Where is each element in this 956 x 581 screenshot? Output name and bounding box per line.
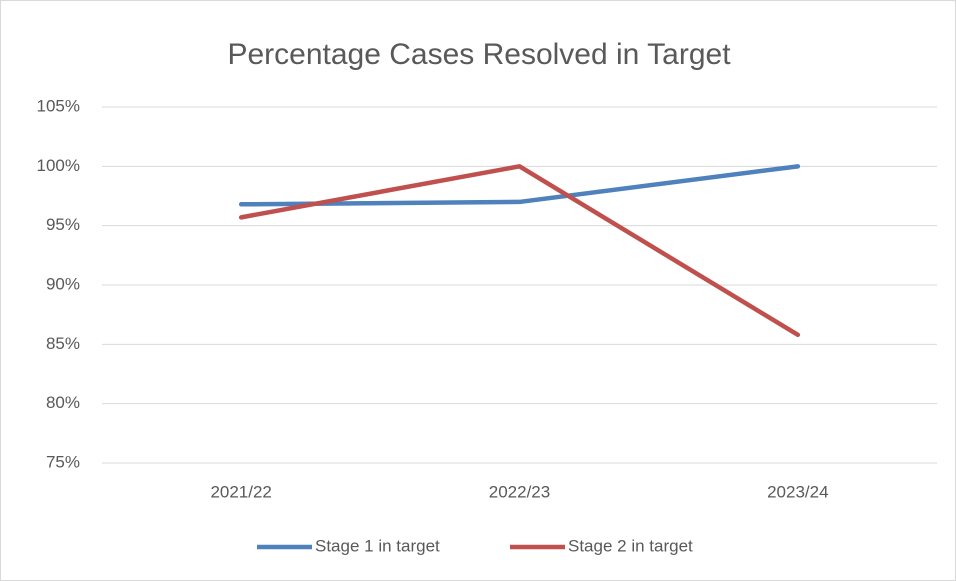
x-tick-label: 2023/24: [767, 482, 828, 501]
y-tick-label: 95%: [46, 215, 80, 234]
y-tick-label: 105%: [37, 96, 80, 115]
y-tick-label: 80%: [46, 393, 80, 412]
y-tick-label: 90%: [46, 274, 80, 293]
y-tick-label: 100%: [37, 156, 80, 175]
series-line: [238, 164, 801, 207]
legend-label: Stage 2 in target: [568, 536, 693, 555]
chart-title: Percentage Cases Resolved in Target: [227, 38, 731, 71]
x-tick-label: 2021/22: [210, 482, 271, 501]
y-tick-label: 75%: [46, 452, 80, 471]
series-line: [238, 164, 801, 338]
x-tick-label: 2022/23: [489, 482, 550, 501]
legend-label: Stage 1 in target: [315, 536, 440, 555]
y-tick-label: 85%: [46, 334, 80, 353]
